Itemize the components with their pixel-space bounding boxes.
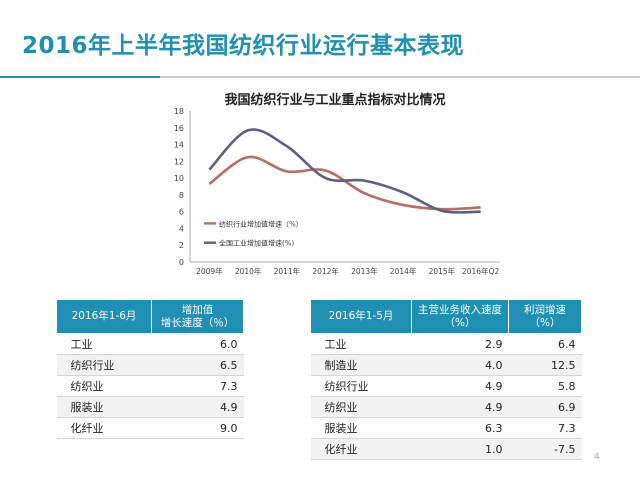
- header-label: 2016年1-6月: [71, 310, 137, 322]
- title-divider-accent: [0, 76, 160, 78]
- title-divider: [0, 76, 640, 78]
- x-tick-label: 2011年: [274, 266, 301, 276]
- legend-label: 纺织行业增加值增速（%）: [219, 219, 303, 228]
- table-header-period: 2016年1-6月: [56, 299, 152, 334]
- header-label: 增加值 增长速度（％）: [160, 303, 235, 329]
- y-tick-label: 4: [179, 224, 184, 233]
- cell-value: 2.9: [411, 333, 509, 355]
- series-line-0: [208, 155, 481, 211]
- y-tick-label: 14: [174, 141, 184, 150]
- x-tick-label: 2009年: [196, 266, 223, 276]
- table-2016-jan-may-revenue-profit: 2016年1-5月 主营业务收入速度 （%） 利润增速 （%） 工业 2.9 6.4…: [310, 299, 582, 460]
- cell-value: 12.5: [508, 354, 582, 376]
- chart-title: 我国纺织行业与工业重点指标对比情况: [224, 92, 445, 108]
- cell-value: 6.0: [151, 333, 244, 355]
- series-line-1: [208, 128, 481, 214]
- table-2016-h1-value-added: 2016年1-6月 增加值 增长速度（％） 工业 6.0 纺织行业 6.5 纺织业 7.3…: [56, 299, 244, 439]
- row-label: 工业: [56, 333, 152, 355]
- header-label: 主营业务收入速度 （%）: [418, 303, 502, 329]
- cell-value: 6.5: [151, 354, 244, 376]
- cell-value: -7.5: [508, 438, 582, 460]
- row-label: 纺织行业: [310, 375, 412, 397]
- x-tick-label: 2012年: [312, 266, 339, 276]
- cell-value: 6.4: [508, 333, 582, 355]
- row-label: 纺织行业: [56, 354, 152, 376]
- y-tick-label: 0: [179, 258, 184, 267]
- cell-value: 7.3: [508, 417, 582, 439]
- y-tick-label: 16: [174, 124, 184, 133]
- table-row: 纺织行业 4.9 5.8: [310, 375, 582, 397]
- cell-value: 6.3: [411, 417, 509, 439]
- line-chart: 我国纺织行业与工业重点指标对比情况 0 2 4 6 8 10 12 14 16 18 2009年 2…: [160, 84, 510, 284]
- y-tick-label: 2: [179, 241, 184, 250]
- y-tick-label: 10: [174, 174, 184, 183]
- row-label: 工业: [310, 333, 412, 355]
- table-header-period: 2016年1-5月: [310, 299, 412, 334]
- x-tick-label: 2016年Q2: [462, 266, 499, 276]
- cell-value: 4.9: [151, 396, 244, 418]
- cell-value: 4.0: [411, 354, 509, 376]
- row-label: 纺织业: [310, 396, 412, 418]
- row-label: 服装业: [56, 396, 152, 418]
- y-tick-label: 12: [174, 157, 184, 166]
- row-label: 化纤业: [310, 438, 412, 460]
- table-row: 纺织业 7.3: [56, 375, 244, 397]
- table-header-growth: 增加值 增长速度（％）: [151, 299, 244, 334]
- y-tick-label: 8: [179, 191, 184, 200]
- cell-value: 4.9: [411, 375, 509, 397]
- row-label: 制造业: [310, 354, 412, 376]
- row-label: 化纤业: [56, 417, 152, 439]
- y-tick-label: 6: [179, 208, 184, 217]
- x-tick-label: 2014年: [390, 266, 417, 276]
- cell-value: 6.9: [508, 396, 582, 418]
- cell-value: 9.0: [151, 417, 244, 439]
- table-row: 服装业 6.3 7.3: [310, 417, 582, 439]
- row-label: 服装业: [310, 417, 412, 439]
- y-tick-label: 18: [174, 107, 184, 116]
- table-row: 制造业 4.0 12.5: [310, 354, 582, 376]
- x-tick-label: 2010年: [235, 266, 262, 276]
- page-number: 4: [594, 452, 600, 462]
- cell-value: 5.8: [508, 375, 582, 397]
- table-row: 工业 6.0: [56, 333, 244, 355]
- table-row: 服装业 4.9: [56, 396, 244, 418]
- cell-value: 1.0: [411, 438, 509, 460]
- table-header-profit: 利润增速 （%）: [508, 299, 582, 334]
- header-label: 利润增速 （%）: [524, 303, 566, 329]
- header-label: 2016年1-5月: [328, 310, 394, 322]
- cell-value: 4.9: [411, 396, 509, 418]
- row-label: 纺织业: [56, 375, 152, 397]
- page-title: 2016年上半年我国纺织行业运行基本表现: [22, 33, 465, 59]
- x-tick-label: 2015年: [429, 266, 456, 276]
- cell-value: 7.3: [151, 375, 244, 397]
- table-row: 化纤业 9.0: [56, 417, 244, 439]
- table-row: 化纤业 1.0 -7.5: [310, 438, 582, 460]
- table-header-revenue: 主营业务收入速度 （%）: [411, 299, 509, 334]
- table-row: 纺织行业 6.5: [56, 354, 244, 376]
- table-row: 工业 2.9 6.4: [310, 333, 582, 355]
- x-tick-label: 2013年: [351, 266, 378, 276]
- legend-label: 全国工业增加值增速(%): [219, 239, 294, 248]
- table-row: 纺织业 4.9 6.9: [310, 396, 582, 418]
